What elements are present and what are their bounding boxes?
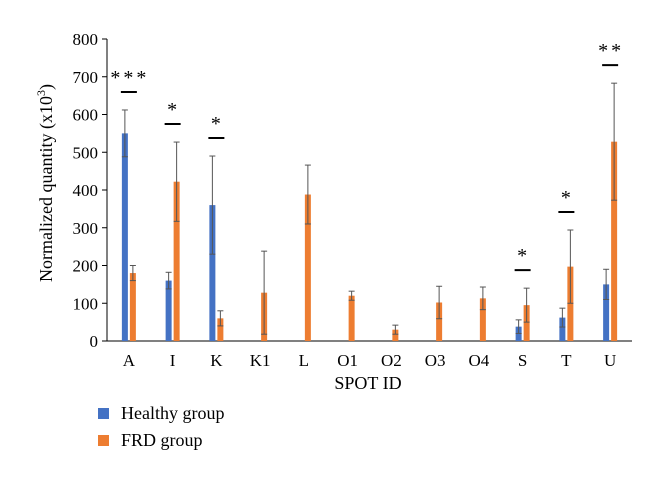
significance-label: * xyxy=(561,187,574,209)
x-tick-label: K xyxy=(210,351,223,370)
legend-swatch-healthy xyxy=(98,408,109,419)
significance-label: * xyxy=(517,245,530,267)
x-tick-label: I xyxy=(170,351,176,370)
bar-healthy xyxy=(209,205,216,341)
y-tick-label: 400 xyxy=(73,181,99,200)
x-tick-label: U xyxy=(604,351,616,370)
y-tick-label: 500 xyxy=(73,143,99,162)
bar-frd xyxy=(436,302,443,341)
y-ticks: 0 100 200 300 400 500 600 700 800 xyxy=(73,30,107,351)
y-tick-label: 0 xyxy=(90,332,99,351)
x-tick-label: A xyxy=(123,351,136,370)
significance-label: ** xyxy=(598,40,624,62)
bar-frd xyxy=(567,266,574,341)
bar-frd xyxy=(611,141,618,341)
bar-frd xyxy=(479,298,486,341)
axes xyxy=(106,39,632,342)
x-tick-label: O2 xyxy=(381,351,402,370)
legend-label-frd: FRD group xyxy=(121,430,203,450)
x-tick-label: O1 xyxy=(337,351,358,370)
bar-frd xyxy=(348,295,355,341)
error-bars xyxy=(121,82,618,335)
bars xyxy=(121,133,618,341)
bar-healthy xyxy=(121,133,128,341)
bar-frd xyxy=(392,329,399,341)
x-ticks: A I K K1 L O1 O2 O3 O4 S T U xyxy=(123,351,617,370)
significance-markers: ********* xyxy=(110,40,624,272)
bar-frd xyxy=(217,318,224,341)
bar-healthy xyxy=(603,284,610,341)
x-tick-label: T xyxy=(561,351,572,370)
y-tick-label: 200 xyxy=(73,257,99,276)
x-tick-label: K1 xyxy=(250,351,271,370)
y-tick-label: 600 xyxy=(73,106,99,125)
y-axis-title: Normalized quantity (x103) xyxy=(34,84,57,282)
bar-healthy xyxy=(559,317,566,341)
significance-label: * xyxy=(211,113,224,135)
significance-label: * xyxy=(167,99,180,121)
x-tick-label: O4 xyxy=(468,351,489,370)
x-tick-label: O3 xyxy=(425,351,446,370)
x-tick-label: L xyxy=(299,351,309,370)
legend: Healthy group FRD group xyxy=(98,403,224,450)
significance-label: *** xyxy=(110,67,149,89)
bar-frd xyxy=(129,273,136,341)
y-tick-label: 700 xyxy=(73,68,99,87)
x-axis-title: SPOT ID xyxy=(334,373,401,393)
y-tick-label: 800 xyxy=(73,30,99,49)
legend-label-healthy: Healthy group xyxy=(121,403,224,423)
y-tick-label: 100 xyxy=(73,294,99,313)
bar-frd xyxy=(523,305,530,341)
bar-frd xyxy=(304,194,311,341)
y-tick-label: 300 xyxy=(73,219,99,238)
x-tick-label: S xyxy=(518,351,527,370)
legend-swatch-frd xyxy=(98,435,109,446)
bar-frd xyxy=(173,181,180,341)
bar-healthy xyxy=(165,280,172,341)
